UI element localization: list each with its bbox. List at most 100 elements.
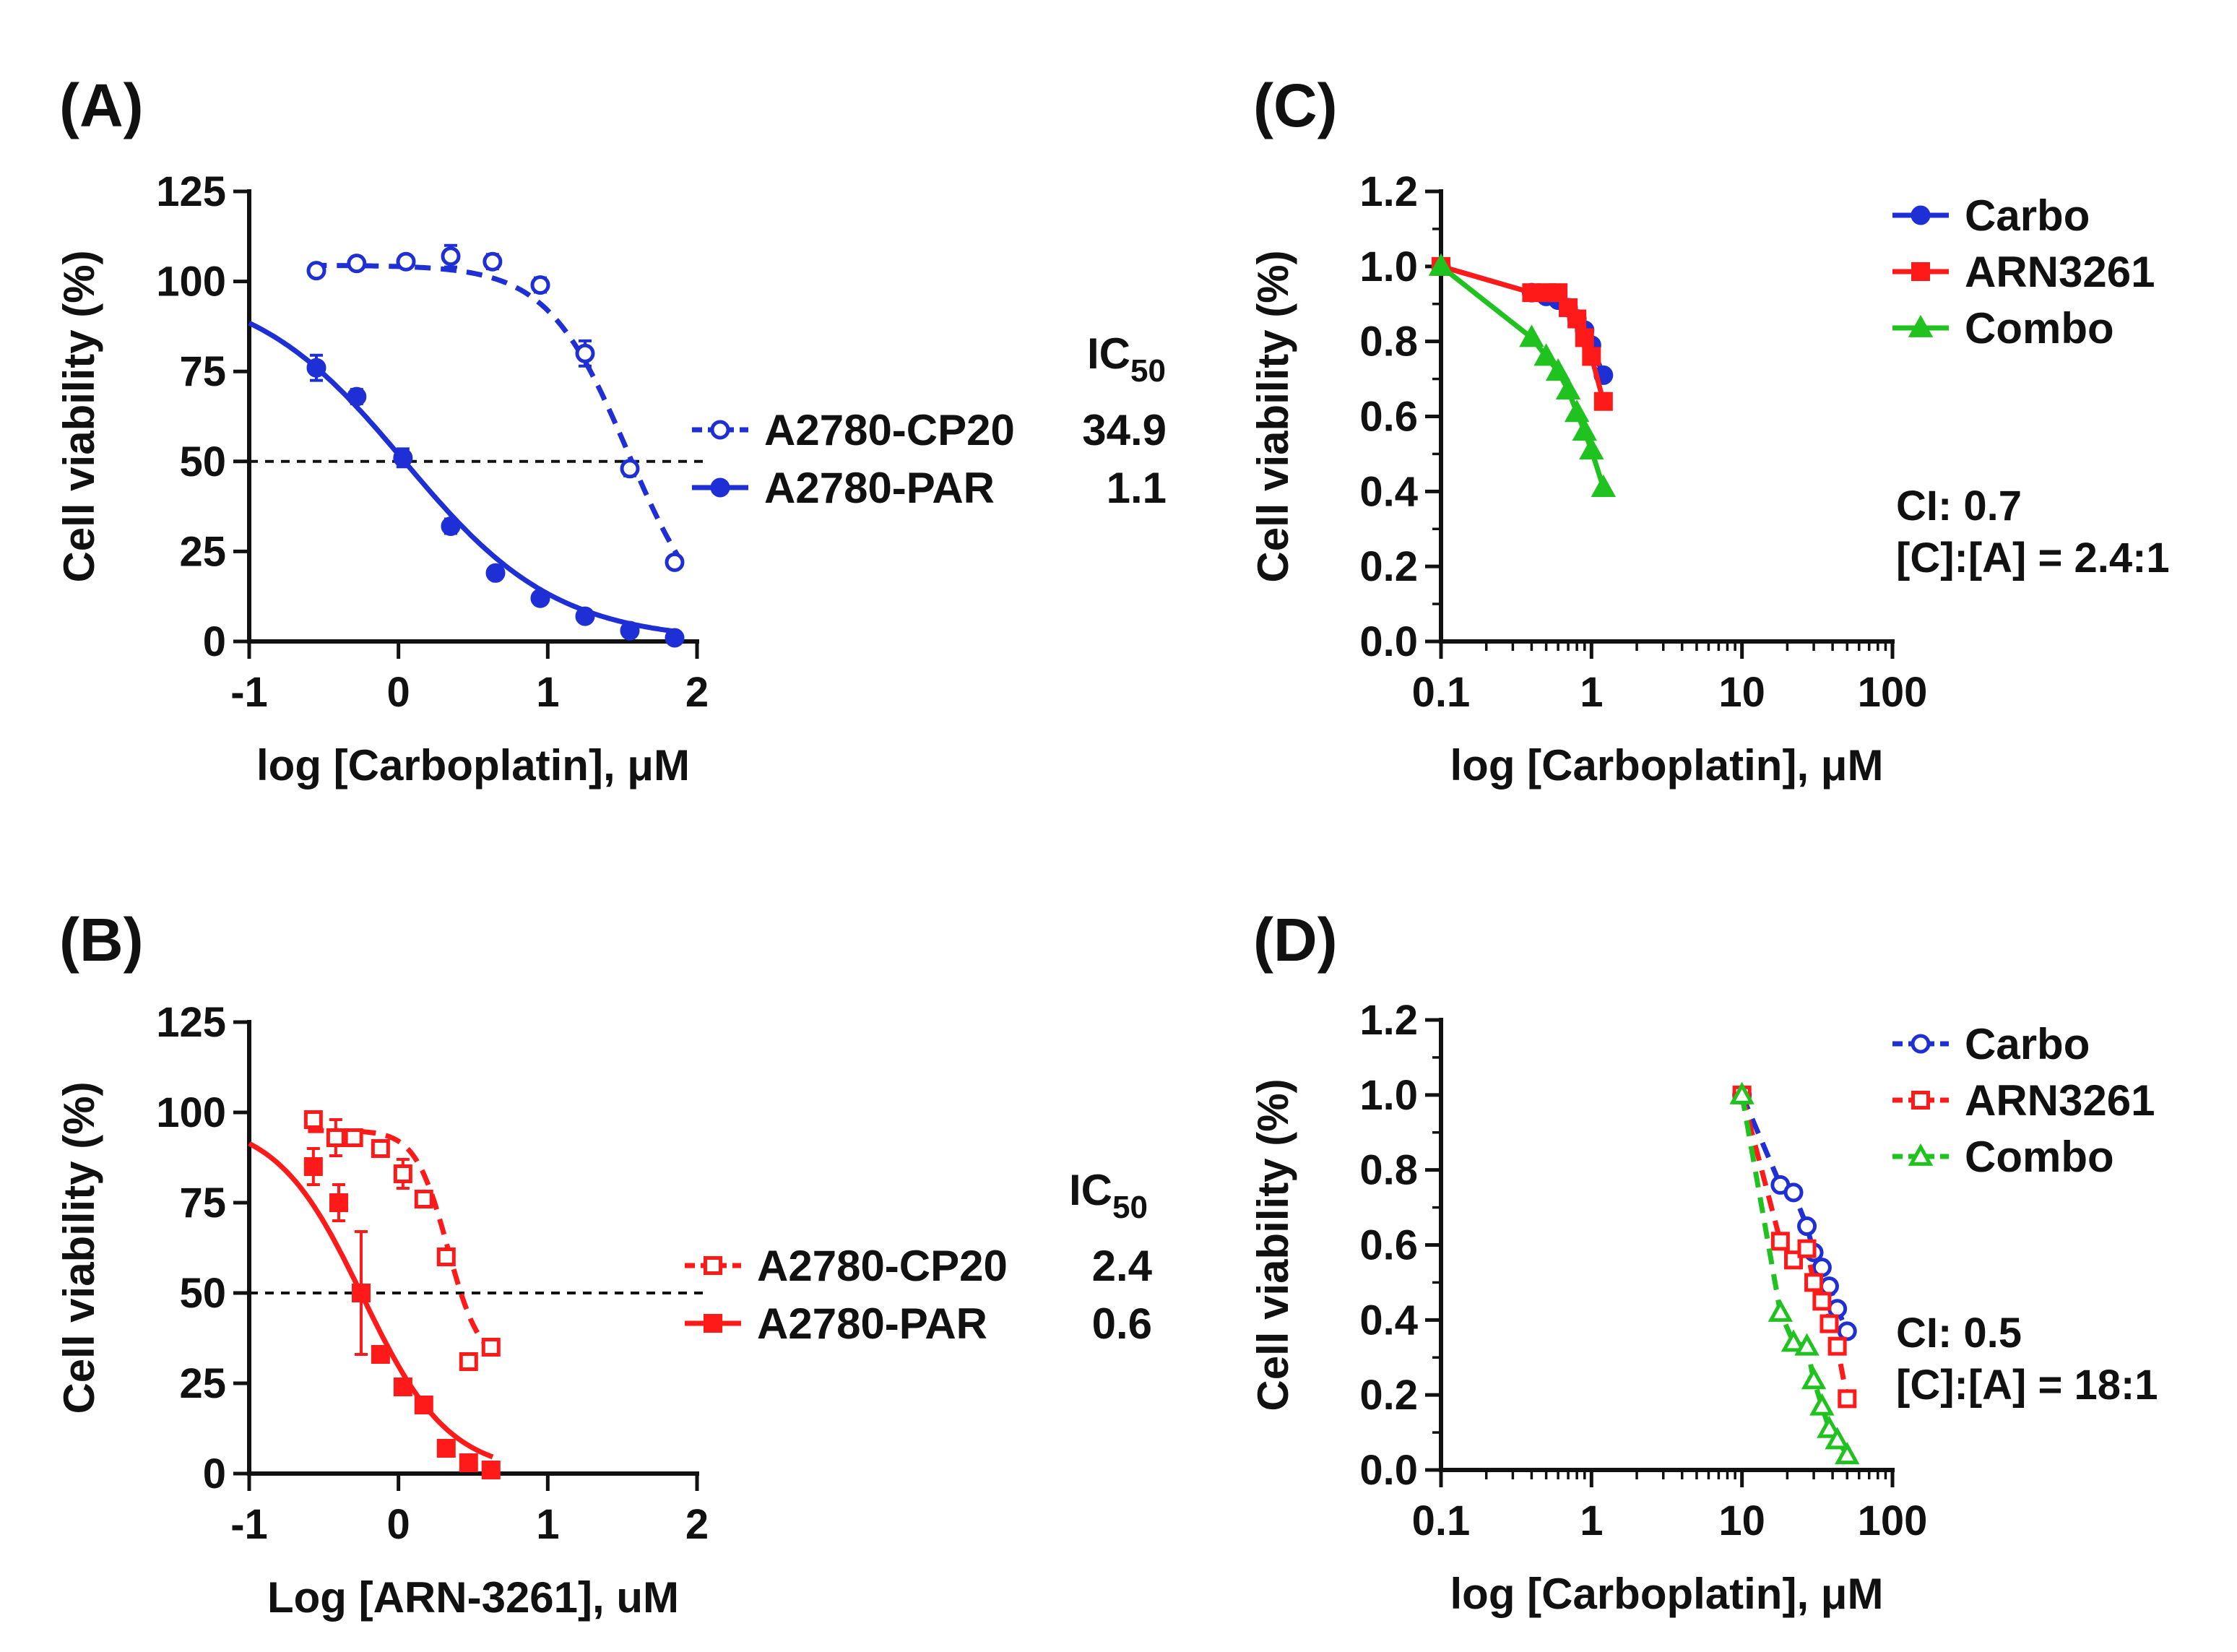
y-tick-label: 1.2 <box>1359 997 1418 1044</box>
data-point <box>1555 377 1581 400</box>
data-point <box>1794 1333 1820 1356</box>
chart-panel-d: (D) 0.0 0.2 0.4 0.6 0.8 1.0 1.2 0.1 1 10 100 log [Ca… <box>1249 906 2158 1618</box>
legend-marker <box>710 420 730 440</box>
data-point <box>414 1190 433 1208</box>
legend-label: ARN3261 <box>1965 248 2155 296</box>
x-axis-title: Log [ARN-3261], uM <box>267 1573 679 1622</box>
legend-label: A2780-CP20 <box>764 406 1015 454</box>
legend-item: A2780-CP20 34.9 <box>692 406 1167 454</box>
data-point <box>483 251 503 272</box>
annotation-text: CI: 0.5 <box>1896 1310 2022 1357</box>
legend-item: A2780-CP20 2.4 <box>685 1242 1153 1290</box>
legend-label: A2780-PAR <box>757 1299 987 1348</box>
data-point <box>620 620 640 641</box>
y-tick-label: 0.8 <box>1359 319 1418 366</box>
data-point <box>393 1378 412 1396</box>
data-point <box>393 448 413 468</box>
x-tick-label: 1 <box>1580 1497 1603 1544</box>
legend-marker <box>704 1314 722 1333</box>
series-combo <box>1729 1081 1860 1465</box>
legend-marker <box>1911 1034 1931 1054</box>
y-tick-label: 0.2 <box>1359 543 1418 590</box>
y-tick-label: 0.4 <box>1359 1297 1418 1344</box>
data-point <box>436 1439 456 1458</box>
y-tick-label: 0.4 <box>1359 468 1418 515</box>
data-point <box>1812 1258 1832 1278</box>
data-point <box>485 563 506 583</box>
legend-marker <box>1911 1091 1930 1110</box>
legend-marker <box>1911 262 1930 281</box>
y-tick-label: 0.6 <box>1359 1222 1418 1269</box>
data-point <box>441 246 461 267</box>
data-point <box>1835 1442 1860 1465</box>
data-point <box>1797 1216 1817 1237</box>
data-point <box>459 1453 478 1472</box>
y-tick-label: 50 <box>179 438 226 485</box>
series-a2780-par <box>248 321 685 648</box>
data-point <box>1809 1393 1835 1416</box>
y-axis-title: Cell viability (%) <box>55 1081 103 1414</box>
x-tick-label: 0.1 <box>1412 669 1471 716</box>
legend-marker <box>1908 314 1934 337</box>
data-point <box>1545 358 1571 381</box>
panel-label: (D) <box>1253 906 1338 974</box>
annotation-text: CI: 0.7 <box>1896 483 2022 529</box>
data-point <box>530 588 550 608</box>
y-tick-label: 50 <box>179 1270 226 1317</box>
annotation-text: [C]:[A] = 2.4:1 <box>1896 535 2170 581</box>
x-tick-label: 1 <box>1580 669 1603 716</box>
ic50-legend-title: IC50 <box>1087 329 1166 389</box>
panel-label: (A) <box>59 72 144 139</box>
series-line <box>248 1141 494 1460</box>
data-point <box>1825 1427 1850 1450</box>
series-a2780-cp20 <box>306 243 685 572</box>
legend-item: ARN3261 <box>1892 1076 2155 1125</box>
legend-item: Combo <box>1892 304 2114 353</box>
ic50-value: 0.6 <box>1092 1299 1152 1348</box>
data-point <box>1827 1299 1848 1319</box>
data-point <box>1820 1314 1839 1333</box>
data-point <box>665 628 685 648</box>
data-point <box>1564 399 1590 423</box>
data-point <box>303 1157 323 1176</box>
data-point <box>326 1128 345 1147</box>
data-point <box>1784 1250 1804 1270</box>
data-point <box>414 1396 433 1414</box>
data-point <box>1767 1299 1794 1322</box>
data-point <box>1838 1389 1857 1409</box>
data-point <box>1837 1321 1857 1341</box>
annotation-text: [C]:[A] = 18:1 <box>1896 1362 2158 1409</box>
legend-marker <box>1908 1143 1934 1166</box>
series-line <box>311 262 680 557</box>
data-point <box>1591 474 1617 498</box>
y-tick-label: 1.0 <box>1359 243 1418 290</box>
data-point <box>393 1164 412 1183</box>
x-tick-label: -1 <box>230 1501 268 1548</box>
y-tick-label: 0.8 <box>1359 1147 1418 1194</box>
legend-label: A2780-PAR <box>764 464 995 512</box>
data-point <box>347 386 367 407</box>
data-point <box>1801 1367 1827 1390</box>
data-point <box>575 606 595 626</box>
data-point <box>1817 1415 1842 1438</box>
y-tick-label: 125 <box>156 999 226 1046</box>
ic50-value: 1.1 <box>1107 464 1167 512</box>
data-point <box>306 261 326 281</box>
legend-item: ARN3261 <box>1892 248 2155 296</box>
data-point <box>1582 347 1601 366</box>
legend-label: Carbo <box>1965 1020 2090 1068</box>
data-point <box>306 358 326 378</box>
data-point <box>481 1461 501 1479</box>
data-point <box>347 254 367 274</box>
data-point <box>1572 418 1598 441</box>
data-point <box>481 1338 501 1357</box>
legend-item: A2780-PAR 0.6 <box>685 1299 1152 1348</box>
x-axis-title: log [Carboplatin], μM <box>1450 741 1884 790</box>
data-point <box>1579 437 1604 460</box>
x-tick-label: 0 <box>387 669 410 716</box>
y-tick-label: 100 <box>156 1089 226 1136</box>
data-point <box>371 1139 390 1158</box>
data-point <box>1549 283 1568 303</box>
